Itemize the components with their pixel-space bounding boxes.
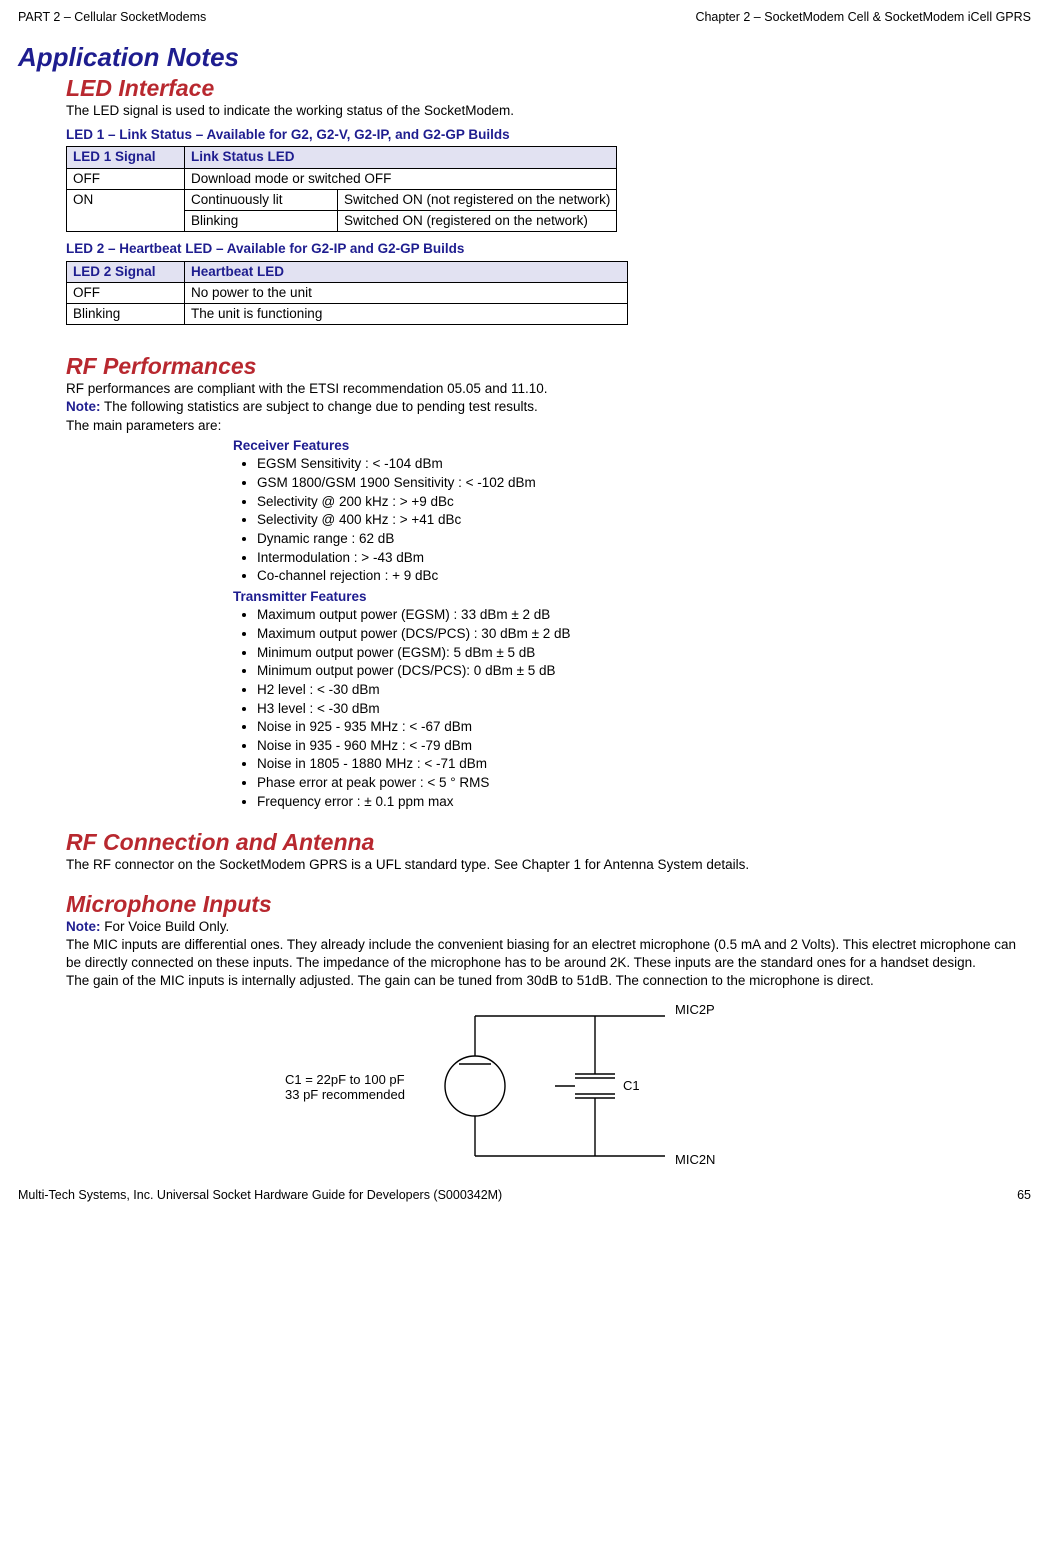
list-item: Noise in 935 - 960 MHz : < -79 dBm — [257, 737, 1031, 756]
label-c1-note-a: C1 = 22pF to 100 pF — [285, 1072, 405, 1087]
note-text: The following statistics are subject to … — [101, 399, 538, 414]
led-intro: The LED signal is used to indicate the w… — [66, 102, 1031, 120]
list-item: H3 level : < -30 dBm — [257, 700, 1031, 719]
label-c1: C1 — [623, 1078, 640, 1093]
page-title: Application Notes — [18, 42, 1031, 73]
led1-h1: LED 1 Signal — [67, 147, 185, 168]
section-heading-rfconn: RF Connection and Antenna — [66, 829, 1031, 856]
rx-features-head: Receiver Features — [233, 437, 1031, 456]
list-item: Frequency error : ± 0.1 ppm max — [257, 793, 1031, 812]
cell: Switched ON (not registered on the netwo… — [338, 189, 617, 210]
led1-h2: Link Status LED — [185, 147, 617, 168]
cell: Download mode or switched OFF — [185, 168, 617, 189]
header-left: PART 2 – Cellular SocketModems — [18, 10, 206, 24]
note-label: Note: — [66, 919, 101, 934]
led2-caption: LED 2 – Heartbeat LED – Available for G2… — [66, 240, 1031, 258]
list-item: Maximum output power (DCS/PCS) : 30 dBm … — [257, 625, 1031, 644]
list-item: GSM 1800/GSM 1900 Sensitivity : < -102 d… — [257, 474, 1031, 493]
list-item: Phase error at peak power : < 5 ° RMS — [257, 774, 1031, 793]
rfperf-line3: The main parameters are: — [66, 417, 1031, 435]
led2-h2: Heartbeat LED — [185, 261, 628, 282]
list-item: Maximum output power (EGSM) : 33 dBm ± 2… — [257, 606, 1031, 625]
cell: Blinking — [67, 303, 185, 324]
cell: Blinking — [185, 211, 338, 232]
label-c1-note-b: 33 pF recommended — [285, 1087, 405, 1102]
rfperf-note: Note: The following statistics are subje… — [66, 398, 1031, 416]
list-item: Dynamic range : 62 dB — [257, 530, 1031, 549]
note-label: Note: — [66, 399, 101, 414]
led2-table: LED 2 Signal Heartbeat LED OFF No power … — [66, 261, 628, 326]
tx-features-head: Transmitter Features — [233, 588, 1031, 607]
rx-features-list: EGSM Sensitivity : < -104 dBm GSM 1800/G… — [233, 455, 1031, 585]
mic-note: Note: For Voice Build Only. — [66, 918, 1031, 936]
section-heading-led: LED Interface — [66, 75, 1031, 102]
footer-right: 65 — [1017, 1188, 1031, 1202]
list-item: H2 level : < -30 dBm — [257, 681, 1031, 700]
list-item: Co-channel rejection : + 9 dBc — [257, 567, 1031, 586]
list-item: EGSM Sensitivity : < -104 dBm — [257, 455, 1031, 474]
cell: No power to the unit — [185, 282, 628, 303]
cell: The unit is functioning — [185, 303, 628, 324]
list-item: Minimum output power (EGSM): 5 dBm ± 5 d… — [257, 644, 1031, 663]
section-heading-rfperf: RF Performances — [66, 353, 1031, 380]
mic-circuit-diagram: MIC2P MIC2N C1 C1 = 22pF to 100 pF 33 pF… — [245, 996, 805, 1176]
header-right: Chapter 2 – SocketModem Cell & SocketMod… — [695, 10, 1031, 24]
footer-left: Multi-Tech Systems, Inc. Universal Socke… — [18, 1188, 502, 1202]
section-heading-mic: Microphone Inputs — [66, 891, 1031, 918]
led1-table: LED 1 Signal Link Status LED OFF Downloa… — [66, 146, 617, 232]
page-footer: Multi-Tech Systems, Inc. Universal Socke… — [18, 1188, 1031, 1202]
led1-caption: LED 1 – Link Status – Available for G2, … — [66, 126, 1031, 144]
rfconn-text: The RF connector on the SocketModem GPRS… — [66, 856, 1031, 874]
list-item: Noise in 1805 - 1880 MHz : < -71 dBm — [257, 755, 1031, 774]
cell: OFF — [67, 282, 185, 303]
cell: ON — [67, 189, 185, 231]
list-item: Noise in 925 - 935 MHz : < -67 dBm — [257, 718, 1031, 737]
mic-p1: The MIC inputs are differential ones. Th… — [66, 936, 1031, 972]
rfperf-line1: RF performances are compliant with the E… — [66, 380, 1031, 398]
cell: OFF — [67, 168, 185, 189]
note-text: For Voice Build Only. — [101, 919, 230, 934]
list-item: Selectivity @ 400 kHz : > +41 dBc — [257, 511, 1031, 530]
mic-p2: The gain of the MIC inputs is internally… — [66, 972, 1031, 990]
list-item: Selectivity @ 200 kHz : > +9 dBc — [257, 493, 1031, 512]
led2-h1: LED 2 Signal — [67, 261, 185, 282]
label-mic2p: MIC2P — [675, 1002, 715, 1017]
tx-features-list: Maximum output power (EGSM) : 33 dBm ± 2… — [233, 606, 1031, 811]
cell: Continuously lit — [185, 189, 338, 210]
list-item: Minimum output power (DCS/PCS): 0 dBm ± … — [257, 662, 1031, 681]
cell: Switched ON (registered on the network) — [338, 211, 617, 232]
label-mic2n: MIC2N — [675, 1152, 715, 1167]
list-item: Intermodulation : > -43 dBm — [257, 549, 1031, 568]
page-header: PART 2 – Cellular SocketModems Chapter 2… — [18, 10, 1031, 24]
